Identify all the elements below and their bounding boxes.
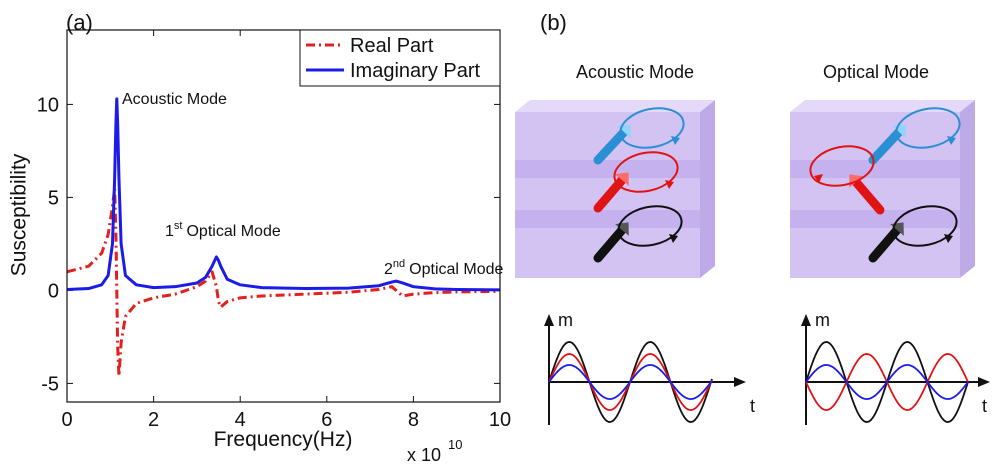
spin-group bbox=[593, 107, 961, 263]
y-tick-label: 5 bbox=[48, 187, 59, 209]
y-axis-label: Susceptibility bbox=[8, 153, 31, 276]
annotation-number: 1 bbox=[165, 223, 174, 240]
annotation: Acoustic Mode bbox=[122, 91, 227, 108]
annotation-text: Optical Mode bbox=[409, 261, 503, 278]
precession-orbit bbox=[892, 205, 958, 247]
annotation-text: Optical Mode bbox=[186, 223, 280, 240]
legend-box bbox=[299, 29, 501, 87]
x-tick-label: 0 bbox=[61, 409, 72, 431]
legend-label: Imaginary Part bbox=[350, 60, 480, 82]
y-tick-label: 10 bbox=[37, 94, 59, 116]
panel-label: (b) bbox=[540, 10, 567, 35]
annotation-sup: nd bbox=[393, 258, 405, 270]
annotation-text: Acoustic Mode bbox=[122, 91, 227, 108]
x-scale-label: x 10 bbox=[407, 445, 441, 465]
precession-orbit bbox=[619, 107, 685, 149]
annotation: 2nd Optical Mode bbox=[384, 258, 504, 278]
orbit-arrow bbox=[665, 180, 674, 189]
data-line bbox=[67, 186, 500, 378]
x-tick-label: 10 bbox=[489, 409, 511, 431]
x-tick-label: 2 bbox=[148, 409, 159, 431]
y-tick-label: -5 bbox=[41, 373, 59, 395]
panel-title: Acoustic Mode bbox=[576, 62, 694, 82]
annotation-number: 2 bbox=[384, 261, 393, 278]
axis-letter: m bbox=[815, 310, 830, 330]
spin-arrow bbox=[593, 225, 627, 263]
precession-orbit bbox=[895, 107, 961, 149]
plot-frame bbox=[66, 29, 501, 403]
annotation-sup: st bbox=[174, 220, 183, 232]
wave-axes bbox=[544, 314, 990, 425]
spin-arrow-head bbox=[892, 124, 906, 139]
spin-arrow-head bbox=[615, 172, 629, 186]
x-axis-label: Frequency(Hz) bbox=[214, 428, 353, 451]
axis-letter: t bbox=[750, 396, 755, 416]
precession-orbit bbox=[617, 205, 683, 247]
wave bbox=[805, 364, 969, 400]
orbit-arrow bbox=[947, 136, 956, 145]
panel-title: Optical Mode bbox=[823, 62, 929, 82]
orbit-arrow bbox=[669, 234, 678, 243]
precession-orbit bbox=[809, 145, 875, 187]
orbit-arrow bbox=[944, 234, 953, 243]
wave bbox=[548, 364, 713, 400]
y-tick-label: 0 bbox=[48, 280, 59, 302]
spin-arrow bbox=[851, 177, 885, 215]
annotation: 1st Optical Mode bbox=[165, 220, 281, 240]
spin-arrow bbox=[868, 127, 904, 165]
panel-label: (a) bbox=[66, 10, 93, 35]
orbit-arrow bbox=[671, 136, 680, 145]
precession-orbit bbox=[613, 151, 679, 193]
x-tick-label: 6 bbox=[321, 409, 332, 431]
data-line bbox=[67, 97, 500, 292]
x-tick-label: 8 bbox=[408, 409, 419, 431]
axis-letter: t bbox=[982, 396, 987, 416]
diagram: (b) Acoustic Mode Optical Mode m t m t bbox=[515, 10, 990, 425]
legend-label: Real Part bbox=[350, 35, 434, 57]
spin-arrow bbox=[868, 225, 902, 263]
x-scale-exponent: 10 bbox=[448, 437, 462, 452]
orbit-arrow bbox=[814, 174, 823, 183]
spin-arrow bbox=[593, 127, 629, 165]
wave-group bbox=[548, 341, 969, 423]
axis-letter: m bbox=[558, 310, 573, 330]
series-layer bbox=[67, 97, 500, 378]
x-tick-label: 4 bbox=[235, 409, 246, 431]
